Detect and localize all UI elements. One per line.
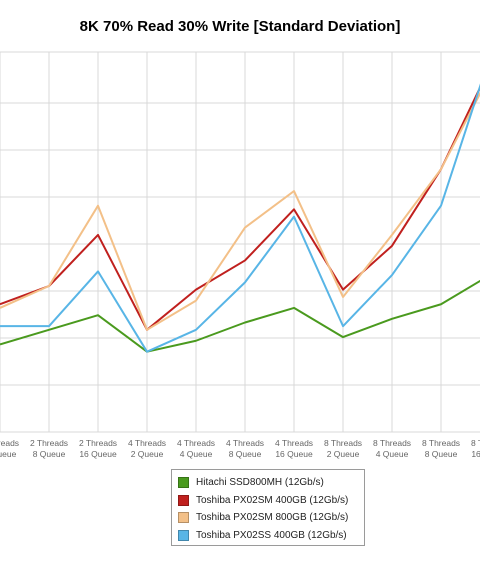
legend-label: Hitachi SSD800MH (12Gb/s)	[196, 477, 324, 489]
x-tick-label: 16 Queue	[275, 449, 313, 459]
x-tick-label: 4 Queue	[0, 449, 17, 459]
chart-title: 8K 70% Read 30% Write [Standard Deviatio…	[79, 18, 401, 35]
x-tick-label: 2 Threads	[0, 438, 19, 448]
legend-swatch	[178, 477, 189, 489]
x-tick-label: 8 Queue	[33, 449, 66, 459]
x-tick-label: 8 Queue	[425, 449, 458, 459]
x-tick-label: 2 Queue	[327, 449, 360, 459]
x-tick-label: 16 Queue	[471, 449, 480, 459]
series-lines	[0, 83, 480, 353]
series-line-0	[0, 279, 480, 353]
legend-swatch	[178, 494, 189, 506]
x-tick-label: 8 Queue	[229, 449, 262, 459]
legend-swatch	[178, 512, 189, 524]
series-line-3	[0, 83, 480, 353]
x-tick-label: 8 Threads	[422, 438, 460, 448]
grid	[0, 51, 480, 433]
series-line-1	[0, 85, 480, 331]
x-tick-label: 4 Threads	[177, 438, 215, 448]
x-tick-label: 8 Threads	[324, 438, 362, 448]
x-tick-label: 4 Queue	[180, 449, 213, 459]
legend-item: Toshiba PX02SS 400GB (12Gb/s)	[178, 527, 364, 545]
x-tick-label: 16 Queue	[79, 449, 117, 459]
legend-item: Toshiba PX02SM 800GB (12Gb/s)	[178, 509, 364, 527]
legend-label: Toshiba PX02SM 800GB (12Gb/s)	[196, 512, 349, 524]
legend-swatch	[178, 529, 189, 541]
legend-item: Toshiba PX02SM 400GB (12Gb/s)	[178, 492, 364, 510]
series-line-2	[0, 91, 480, 331]
x-tick-label: 8 Threads	[471, 438, 480, 448]
x-tick-label: 4 Threads	[226, 438, 264, 448]
x-tick-label: 4 Threads	[275, 438, 313, 448]
x-tick-label: 4 Queue	[376, 449, 409, 459]
legend-label: Toshiba PX02SM 400GB (12Gb/s)	[196, 494, 349, 506]
x-tick-label: 2 Queue	[131, 449, 164, 459]
legend-item: Hitachi SSD800MH (12Gb/s)	[178, 474, 364, 492]
x-tick-label: 2 Threads	[79, 438, 117, 448]
x-tick-label: 4 Threads	[128, 438, 166, 448]
x-tick-label: 8 Threads	[373, 438, 411, 448]
x-tick-label: 2 Threads	[30, 438, 68, 448]
legend-label: Toshiba PX02SS 400GB (12Gb/s)	[196, 529, 347, 541]
legend: Hitachi SSD800MH (12Gb/s) Toshiba PX02SM …	[171, 469, 365, 546]
